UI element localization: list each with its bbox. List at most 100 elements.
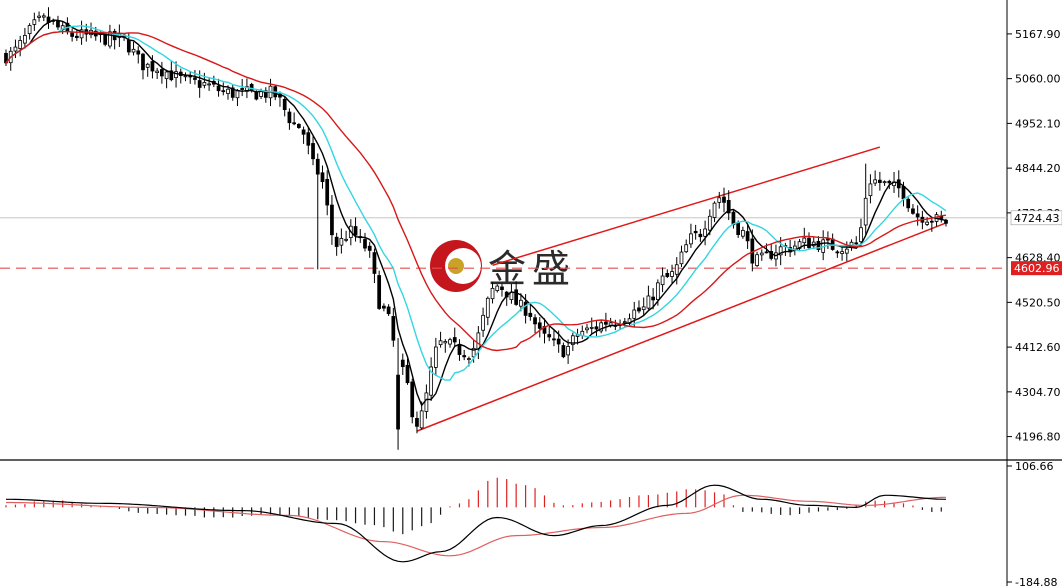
candle	[363, 232, 367, 252]
candle	[292, 112, 297, 126]
candle-body	[452, 337, 457, 343]
candle	[726, 190, 731, 221]
candle	[911, 204, 915, 215]
candle	[136, 46, 141, 64]
candle-body	[70, 32, 74, 37]
candle	[315, 153, 320, 270]
candle	[755, 251, 759, 268]
candle	[679, 245, 684, 267]
candle-body	[193, 77, 197, 80]
candle	[358, 229, 363, 243]
channel-lower-line	[416, 222, 947, 432]
candle-body	[254, 91, 259, 100]
candle-body	[826, 238, 830, 241]
candle-body	[873, 179, 878, 184]
macd-signal-line	[6, 494, 947, 557]
candle-body	[622, 321, 627, 324]
candle	[873, 170, 878, 186]
candle-body	[263, 90, 268, 98]
channel-upper-line	[492, 146, 881, 266]
candle	[878, 171, 882, 191]
candle	[807, 232, 811, 250]
candle-body	[141, 53, 145, 71]
candle-body	[519, 299, 523, 307]
candle	[519, 293, 523, 312]
candle	[547, 326, 552, 342]
candle	[216, 78, 221, 97]
candle-body	[325, 178, 330, 206]
reference-price-label: 4602.96	[1014, 262, 1060, 275]
candle-body	[372, 252, 377, 274]
candle	[18, 35, 23, 57]
candle-body	[56, 20, 60, 28]
candle-body	[901, 185, 906, 200]
candle	[410, 378, 415, 424]
candle-body	[745, 231, 750, 242]
candle-body	[169, 70, 174, 81]
candle-body	[911, 208, 915, 214]
candle-body	[689, 233, 693, 245]
candle	[282, 96, 287, 117]
candle	[150, 55, 155, 79]
candle	[594, 320, 599, 337]
candle-body	[684, 244, 689, 253]
candle	[783, 242, 788, 256]
candle-body	[103, 33, 108, 45]
candle	[448, 337, 452, 348]
candle	[693, 224, 698, 240]
candle	[263, 87, 268, 103]
candle-body	[471, 347, 476, 358]
candle	[320, 165, 325, 189]
candle	[193, 70, 197, 85]
candle-body	[722, 196, 726, 203]
candle	[56, 15, 60, 30]
candle	[145, 62, 150, 77]
candle	[759, 249, 764, 261]
current-price-label: 4724.43	[1014, 212, 1060, 225]
candle-body	[589, 326, 594, 329]
candle	[37, 11, 41, 22]
macd-tick-label: -184.88	[1015, 576, 1057, 586]
candle	[646, 285, 651, 310]
candle-body	[679, 251, 684, 265]
candle	[174, 61, 178, 88]
candle-body	[339, 238, 344, 246]
candle	[330, 195, 334, 245]
candle-body	[556, 338, 561, 345]
candle-body	[778, 246, 783, 256]
candle	[306, 127, 311, 155]
candle-body	[320, 172, 325, 183]
candle	[377, 270, 382, 310]
candle-body	[882, 181, 887, 184]
candle-body	[457, 344, 462, 355]
candle-body	[717, 197, 722, 203]
candle-body	[863, 197, 868, 226]
candle	[566, 339, 570, 364]
candle	[311, 136, 315, 166]
candle-body	[419, 410, 424, 429]
candle	[462, 349, 467, 361]
candle-body	[207, 83, 211, 86]
candle	[415, 411, 419, 434]
candle-body	[74, 35, 79, 38]
candle-body	[566, 346, 570, 356]
candle-body	[802, 237, 807, 244]
candle	[641, 297, 646, 317]
candle	[386, 304, 391, 316]
current-price-tag	[1010, 210, 1062, 226]
candle-body	[599, 322, 604, 332]
candle	[164, 69, 169, 89]
candle	[929, 218, 934, 232]
candle-body	[868, 183, 873, 197]
candle	[637, 300, 641, 314]
candle	[660, 267, 665, 293]
candle-body	[736, 222, 741, 235]
candle	[778, 237, 783, 266]
candle	[674, 257, 679, 285]
candle-body	[334, 236, 339, 247]
candle	[797, 238, 802, 252]
candle	[670, 264, 674, 285]
candle-body	[707, 215, 712, 231]
candle-body	[561, 345, 566, 358]
